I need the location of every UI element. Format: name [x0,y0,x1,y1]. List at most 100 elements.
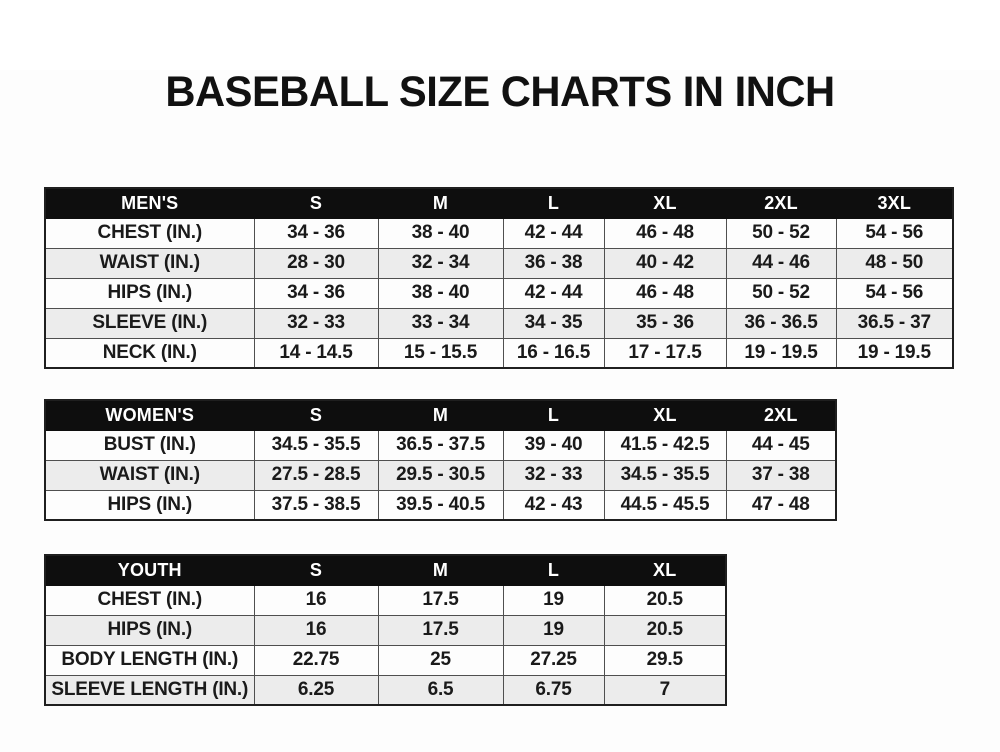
size-column-header: 2XL [725,399,837,431]
row-label: SLEEVE LENGTH (IN.) [44,674,255,706]
size-value: 17 - 17.5 [603,337,727,369]
row-label: CHEST (IN.) [44,217,255,249]
size-column-header: M [377,554,504,586]
size-value: 32 - 34 [377,247,504,279]
size-value: 39.5 - 40.5 [377,489,504,521]
measurement-row: BODY LENGTH (IN.) 22.75 25 27.25 29.5 [44,644,727,676]
size-value: 28 - 30 [253,247,379,279]
size-value: 7 [603,674,727,706]
size-value: 38 - 40 [377,217,504,249]
size-column-header: 2XL [725,187,837,219]
size-value: 42 - 44 [502,277,605,309]
row-label: HIPS (IN.) [44,614,255,646]
size-value: 37.5 - 38.5 [253,489,379,521]
size-value: 41.5 - 42.5 [603,429,727,461]
table-title-cell: YOUTH [44,554,255,586]
size-value: 35 - 36 [603,307,727,339]
size-value: 44 - 45 [725,429,837,461]
size-column-header: L [502,399,605,431]
size-value: 34 - 36 [253,277,379,309]
size-value: 25 [377,644,504,676]
size-value: 17.5 [377,614,504,646]
size-column-header: S [253,554,379,586]
size-value: 40 - 42 [603,247,727,279]
size-value: 44.5 - 45.5 [603,489,727,521]
page-title: BASEBALL SIZE CHARTS IN INCH [165,68,835,116]
measurement-row: SLEEVE LENGTH (IN.) 6.25 6.5 6.75 7 [44,674,727,706]
size-value: 29.5 - 30.5 [377,459,504,491]
size-column-header: 3XL [835,187,954,219]
size-value: 46 - 48 [603,217,727,249]
measurement-row: HIPS (IN.) 37.5 - 38.5 39.5 - 40.5 42 - 43 4… [44,489,837,521]
womens-size-table: WOMEN'S S M L XL 2XL BUST (IN.) 34.5 - 35.5 36.5… [44,399,837,522]
size-column-header: XL [603,554,727,586]
size-value: 47 - 48 [725,489,837,521]
row-label: CHEST (IN.) [44,584,255,616]
row-label: WAIST (IN.) [44,459,255,491]
size-value: 19 - 19.5 [725,337,837,369]
mens-size-table: MEN'S S M L XL 2XL 3XL CHEST (IN.) 34 - 36 38 - 4… [44,187,954,370]
header-row: MEN'S S M L XL 2XL 3XL [44,187,954,219]
youth-size-table: YOUTH S M L XL CHEST (IN.) 16 17.5 19 20.5 HIPS (I… [44,554,727,707]
size-value: 27.5 - 28.5 [253,459,379,491]
size-value: 20.5 [603,614,727,646]
size-value: 19 [502,584,605,616]
size-value: 15 - 15.5 [377,337,504,369]
size-column-header: L [502,554,605,586]
size-value: 50 - 52 [725,277,837,309]
row-label: HIPS (IN.) [44,277,255,309]
size-value: 19 [502,614,605,646]
size-value: 6.5 [377,674,504,706]
header-row: WOMEN'S S M L XL 2XL [44,399,837,431]
size-value: 50 - 52 [725,217,837,249]
size-value: 29.5 [603,644,727,676]
measurement-row: BUST (IN.) 34.5 - 35.5 36.5 - 37.5 39 - 40 4… [44,429,837,461]
size-value: 38 - 40 [377,277,504,309]
size-value: 32 - 33 [253,307,379,339]
size-value: 39 - 40 [502,429,605,461]
size-value: 19 - 19.5 [835,337,954,369]
size-column-header: S [253,399,379,431]
size-column-header: M [377,187,504,219]
size-value: 46 - 48 [603,277,727,309]
size-value: 54 - 56 [835,277,954,309]
size-value: 16 [253,584,379,616]
size-value: 16 - 16.5 [502,337,605,369]
row-label: NECK (IN.) [44,337,255,369]
size-value: 34.5 - 35.5 [603,459,727,491]
size-value: 17.5 [377,584,504,616]
row-label: BUST (IN.) [44,429,255,461]
measurement-row: HIPS (IN.) 34 - 36 38 - 40 42 - 44 46 - 48 50… [44,277,954,309]
measurement-row: CHEST (IN.) 34 - 36 38 - 40 42 - 44 46 - 48 5… [44,217,954,249]
size-column-header: M [377,399,504,431]
size-value: 27.25 [502,644,605,676]
size-value: 36.5 - 37.5 [377,429,504,461]
size-value: 20.5 [603,584,727,616]
size-value: 14 - 14.5 [253,337,379,369]
size-value: 6.25 [253,674,379,706]
size-value: 42 - 44 [502,217,605,249]
size-value: 54 - 56 [835,217,954,249]
measurement-row: WAIST (IN.) 27.5 - 28.5 29.5 - 30.5 32 - 33… [44,459,837,491]
measurement-row: NECK (IN.) 14 - 14.5 15 - 15.5 16 - 16.5 17 … [44,337,954,369]
size-column-header: S [253,187,379,219]
table-title-cell: WOMEN'S [44,399,255,431]
size-tables-container: MEN'S S M L XL 2XL 3XL CHEST (IN.) 34 - 36 38 - 4… [44,187,1000,707]
row-label: BODY LENGTH (IN.) [44,644,255,676]
size-value: 48 - 50 [835,247,954,279]
row-label: WAIST (IN.) [44,247,255,279]
size-value: 42 - 43 [502,489,605,521]
size-value: 34 - 36 [253,217,379,249]
size-value: 36 - 36.5 [725,307,837,339]
size-value: 36.5 - 37 [835,307,954,339]
size-value: 16 [253,614,379,646]
measurement-row: SLEEVE (IN.) 32 - 33 33 - 34 34 - 35 35 - 36… [44,307,954,339]
row-label: HIPS (IN.) [44,489,255,521]
size-chart-page: BASEBALL SIZE CHARTS IN INCH MEN'S S M L XL 2… [0,68,1000,752]
size-value: 34 - 35 [502,307,605,339]
measurement-row: WAIST (IN.) 28 - 30 32 - 34 36 - 38 40 - 42 4… [44,247,954,279]
size-value: 44 - 46 [725,247,837,279]
size-column-header: XL [603,399,727,431]
size-value: 33 - 34 [377,307,504,339]
size-value: 32 - 33 [502,459,605,491]
